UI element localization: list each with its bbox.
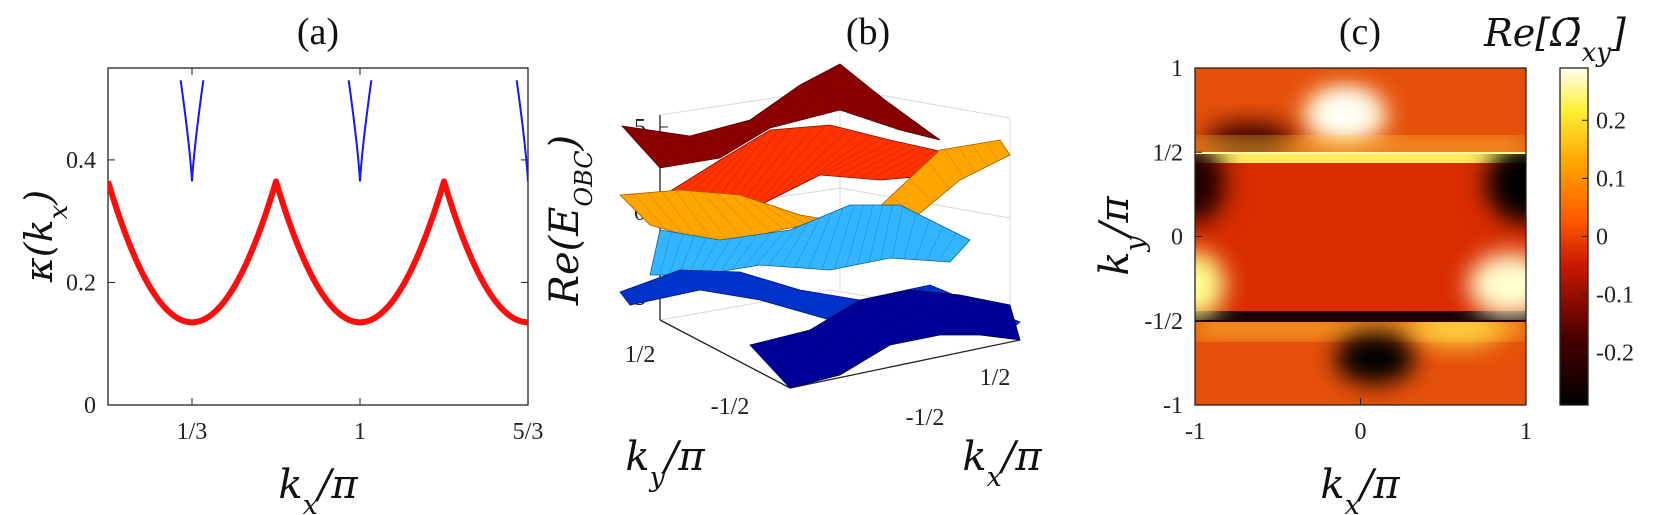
panel-a-xtick-label: 5/3 (513, 419, 544, 445)
panel-c-ytick-label: 1 (1171, 56, 1183, 82)
panel-label-c: (c) (1339, 11, 1381, 53)
heat-blob-mid-right-dark (1486, 153, 1526, 223)
heat-blob-mid-left-bright (1195, 251, 1225, 319)
panel-a: 1/3 1 5/3 0 0.2 0.4 κ(kx) kx/π (17, 67, 543, 515)
heat-blob-mid-right-bright (1468, 253, 1526, 317)
colorbar-ticks: 0.2 0.1 0 -0.1 -0.2 (1582, 108, 1634, 367)
panel-c-ytick-label: -1/2 (1144, 309, 1183, 335)
colorbar-tick-label: 0.1 (1596, 166, 1626, 192)
heat-blob-bottom-bright (1413, 321, 1503, 346)
colorbar-tick-label: -0.1 (1596, 283, 1634, 309)
panel-c-ytick-label: -1 (1163, 393, 1183, 419)
panel-b-band (749, 289, 1021, 389)
panel-c-ytick-label: 0 (1171, 225, 1183, 251)
panel-b-ky-axis (659, 319, 791, 389)
panel-c-ylabel: ky/π (1092, 196, 1151, 276)
panel-a-axes-box (107, 67, 529, 406)
panel-a-blue-branches (179, 80, 528, 182)
panel-a-xlabel: kx/π (278, 462, 358, 515)
panel-c-xtick-label: 1 (1520, 419, 1532, 445)
colorbar-tick-label: 0 (1596, 225, 1608, 251)
panel-a-ytick-label: 0.2 (66, 270, 96, 296)
panel-a-ylabel: κ(kx) (17, 190, 74, 283)
panel-c-heatmap (1195, 68, 1526, 405)
panel-b-xlabel: kx/π (962, 434, 1042, 493)
panel-label-b: (b) (846, 11, 890, 53)
panel-b-kx-axis (789, 339, 1021, 389)
panel-b-ylabel: ky/π (625, 434, 705, 493)
heat-blob-bottom-dark (1335, 332, 1415, 384)
panel-a-red-curve (108, 178, 528, 326)
panel-b-surfaces (619, 63, 1021, 389)
colorbar-tick-label: -0.2 (1596, 341, 1634, 367)
panel-a-ytick-label: 0.4 (66, 148, 96, 174)
heat-blob-mid-left-dark (1195, 153, 1225, 223)
panel-c-xtick-label: -1 (1185, 419, 1205, 445)
panel-c-xlabel: kx/π (1320, 462, 1400, 515)
panel-a-xtick-label: 1 (354, 419, 366, 445)
colorbar-title: Re[Ω̄xy] (1483, 11, 1626, 68)
panel-c-xtick-label: 0 (1355, 419, 1367, 445)
panel-b-xtick-label: 1/2 (980, 365, 1011, 391)
colorbar-tick-label: 0.2 (1596, 108, 1626, 134)
panel-b: 50-51/2-1/2-1/21/2 Re(EOBC) ky/π kx/π (542, 63, 1042, 493)
panel-a-xtick-label: 1/3 (177, 419, 208, 445)
panel-c: -1 0 1 1 1/2 0 -1/2 -1 0.2 0.1 0 -0.1 -0.2 Re[Ω̄xy]… (1092, 11, 1634, 515)
panel-b-zlabel: Re(EOBC) (542, 135, 598, 306)
panel-label-a: (a) (297, 11, 339, 53)
panel-a-ytick-label: 0 (84, 393, 96, 419)
panel-a-ticks: 1/3 1 5/3 0 0.2 0.4 (66, 68, 543, 445)
panel-c-ticks: -1 0 1 1 1/2 0 -1/2 -1 (1144, 56, 1532, 445)
panel-b-band (620, 63, 941, 169)
panel-c-ytick-label: 1/2 (1152, 140, 1183, 166)
panel-b-ytick-label: 1/2 (625, 342, 656, 368)
panel-b-ytick-label: -1/2 (711, 394, 750, 420)
panel-b-xtick-label: -1/2 (906, 405, 945, 431)
